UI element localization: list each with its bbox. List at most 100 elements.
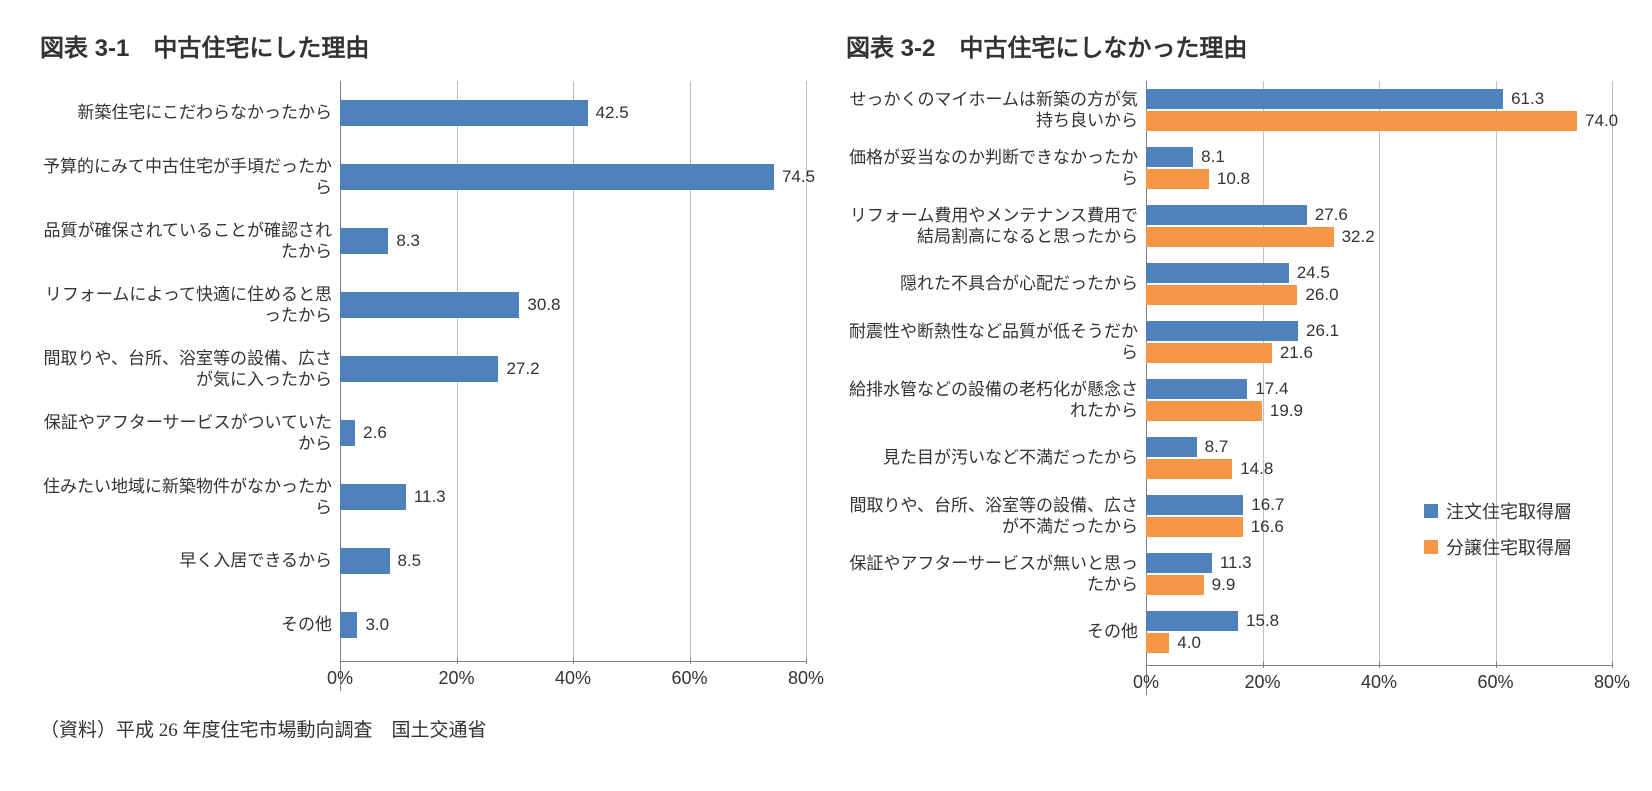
bar-value-label: 15.8 <box>1246 611 1279 631</box>
bar <box>1146 321 1298 341</box>
bar <box>340 548 390 574</box>
x-tick-label: 40% <box>555 662 591 689</box>
bar-row: 8.3 <box>340 209 806 273</box>
category-label: その他 <box>846 603 1146 661</box>
bar-value-label: 32.2 <box>1342 227 1375 247</box>
bar-value-label: 30.8 <box>527 295 560 315</box>
x-tick-label: 20% <box>1244 666 1280 693</box>
bar <box>340 228 388 254</box>
x-tick-label: 40% <box>1361 666 1397 693</box>
bar-value-label: 8.5 <box>398 551 422 571</box>
y-axis-labels: 新築住宅にこだわらなかったから予算的にみて中古住宅が手頃だったから品質が確保され… <box>40 81 340 691</box>
bar-value-label: 61.3 <box>1511 89 1544 109</box>
category-label: 間取りや、台所、浴室等の設備、広さが気に入ったから <box>40 337 340 401</box>
category-label: その他 <box>40 593 340 657</box>
category-label: 価格が妥当なのか判断できなかったから <box>846 139 1146 197</box>
bar-row: 3.0 <box>340 593 806 657</box>
bars-region: 42.574.58.330.827.22.611.38.53.0 0%20%40… <box>340 81 806 691</box>
category-label: 住みたい地域に新築物件がなかったから <box>40 465 340 529</box>
bar <box>340 356 498 382</box>
bar-value-label: 26.0 <box>1305 285 1338 305</box>
bar-value-label: 4.0 <box>1177 633 1201 653</box>
chart-title: 図表 3-2 中古住宅にしなかった理由 <box>846 28 1612 63</box>
bar <box>340 420 355 446</box>
x-tick-label: 80% <box>1594 666 1630 693</box>
bar-value-label: 10.8 <box>1217 169 1250 189</box>
x-axis: 0%20%40%60%80% <box>1146 665 1612 695</box>
bars-container: 61.374.08.110.827.632.224.526.026.121.61… <box>1146 81 1612 661</box>
bar-value-label: 2.6 <box>363 423 387 443</box>
bar-value-label: 17.4 <box>1255 379 1288 399</box>
category-label: 予算的にみて中古住宅が手頃だったから <box>40 145 340 209</box>
category-label: せっかくのマイホームは新築の方が気持ち良いから <box>846 81 1146 139</box>
bar-value-label: 3.0 <box>365 615 389 635</box>
bar <box>1146 379 1247 399</box>
category-label: 保証やアフターサービスが無いと思ったから <box>846 545 1146 603</box>
bar-row: 27.2 <box>340 337 806 401</box>
bar <box>1146 459 1232 479</box>
category-label: 間取りや、台所、浴室等の設備、広さが不満だったから <box>846 487 1146 545</box>
x-tick-label: 0% <box>327 662 353 689</box>
bar <box>1146 611 1238 631</box>
bar-row: 42.5 <box>340 81 806 145</box>
bar-row: 8.5 <box>340 529 806 593</box>
category-label: 耐震性や断熱性など品質が低そうだから <box>846 313 1146 371</box>
bar-value-label: 11.3 <box>1220 553 1252 573</box>
bar <box>1146 343 1272 363</box>
bar <box>1146 401 1262 421</box>
bar-value-label: 9.9 <box>1212 575 1236 595</box>
bar <box>1146 517 1243 537</box>
bar-row: 61.374.0 <box>1146 81 1612 139</box>
bar <box>1146 495 1243 515</box>
bar-row: 8.714.8 <box>1146 429 1612 487</box>
category-label: 隠れた不具合が心配だったから <box>846 255 1146 313</box>
chart-title: 図表 3-1 中古住宅にした理由 <box>40 28 806 63</box>
bar <box>340 292 519 318</box>
y-axis-labels: せっかくのマイホームは新築の方が気持ち良いから価格が妥当なのか判断できなかったか… <box>846 81 1146 695</box>
bars-container: 42.574.58.330.827.22.611.38.53.0 <box>340 81 806 657</box>
bar <box>1146 227 1334 247</box>
bar-value-label: 16.6 <box>1251 517 1284 537</box>
bar <box>340 484 406 510</box>
bar-value-label: 8.1 <box>1201 147 1225 167</box>
bars-region: 61.374.08.110.827.632.224.526.026.121.61… <box>1146 81 1612 695</box>
bar <box>1146 89 1503 109</box>
bar <box>1146 205 1307 225</box>
chart-3-1: 図表 3-1 中古住宅にした理由 新築住宅にこだわらなかったから予算的にみて中古… <box>40 28 806 695</box>
bar-value-label: 21.6 <box>1280 343 1313 363</box>
grid-line <box>1612 81 1613 665</box>
bar-row: 30.8 <box>340 273 806 337</box>
category-label: 品質が確保されていることが確認されたから <box>40 209 340 273</box>
bar-value-label: 16.7 <box>1251 495 1284 515</box>
bar-row: 17.419.9 <box>1146 371 1612 429</box>
bar-row: 74.5 <box>340 145 806 209</box>
bar <box>340 612 357 638</box>
bar-value-label: 42.5 <box>596 103 629 123</box>
bar-value-label: 19.9 <box>1270 401 1303 421</box>
bar-value-label: 24.5 <box>1297 263 1330 283</box>
bar <box>340 164 774 190</box>
bar-value-label: 27.6 <box>1315 205 1348 225</box>
bar <box>1146 169 1209 189</box>
bar-value-label: 27.2 <box>506 359 539 379</box>
category-label: リフォームによって快適に住めると思ったから <box>40 273 340 337</box>
plot-area: 新築住宅にこだわらなかったから予算的にみて中古住宅が手頃だったから品質が確保され… <box>40 81 806 691</box>
bar <box>1146 263 1289 283</box>
bar <box>1146 147 1193 167</box>
bar <box>1146 111 1577 131</box>
bar-row: 8.110.8 <box>1146 139 1612 197</box>
bar <box>340 100 588 126</box>
bar <box>1146 285 1297 305</box>
bar-value-label: 8.3 <box>396 231 420 251</box>
source-note: （資料）平成 26 年度住宅市場動向調査 国土交通省 <box>40 715 1612 742</box>
category-label: 見た目が汚いなど不満だったから <box>846 429 1146 487</box>
category-label: 給排水管などの設備の老朽化が懸念されたから <box>846 371 1146 429</box>
x-tick-label: 60% <box>671 662 707 689</box>
bar <box>1146 633 1169 653</box>
x-tick-label: 60% <box>1477 666 1513 693</box>
category-label: 保証やアフターサービスがついていたから <box>40 401 340 465</box>
bar-row: 27.632.2 <box>1146 197 1612 255</box>
bar <box>1146 575 1204 595</box>
bar-value-label: 74.0 <box>1585 111 1618 131</box>
x-axis: 0%20%40%60%80% <box>340 661 806 691</box>
